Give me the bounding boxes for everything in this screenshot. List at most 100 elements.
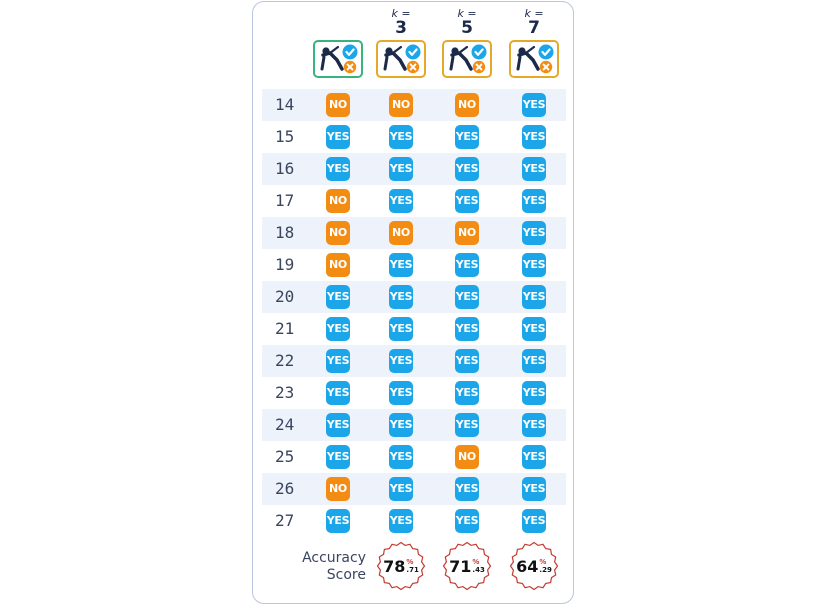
row-number: 24 <box>275 415 295 434</box>
yes-badge: YES <box>522 221 546 245</box>
no-badge: NO <box>326 189 350 213</box>
table-row <box>262 89 566 121</box>
yes-badge: YES <box>522 125 546 149</box>
table-row <box>262 345 566 377</box>
table-row <box>262 121 566 153</box>
yes-badge: YES <box>455 317 479 341</box>
table-row <box>262 473 566 505</box>
model-icon-k7 <box>509 40 559 78</box>
yes-badge: YES <box>522 349 546 373</box>
yes-badge: YES <box>522 93 546 117</box>
row-number: 14 <box>275 95 295 114</box>
accuracy-whole: 78 <box>383 556 406 576</box>
accuracy-value: 71% .43 <box>442 541 492 591</box>
accuracy-seal: 71% .43 <box>442 541 492 591</box>
model-icon-baseline <box>313 40 363 78</box>
row-number: 25 <box>275 447 295 466</box>
yes-badge: YES <box>522 413 546 437</box>
table-row <box>262 153 566 185</box>
yes-badge: YES <box>326 445 350 469</box>
accuracy-fraction: % .43 <box>472 558 484 574</box>
percent-sign: % <box>539 558 547 566</box>
no-badge: NO <box>455 445 479 469</box>
k-value: 7 <box>528 18 540 38</box>
yes-badge: YES <box>389 253 413 277</box>
yes-badge: YES <box>389 477 413 501</box>
no-badge: NO <box>326 253 350 277</box>
yes-badge: YES <box>326 285 350 309</box>
k-value: 5 <box>461 18 473 38</box>
yes-badge: YES <box>455 253 479 277</box>
row-number: 17 <box>275 191 295 210</box>
accuracy-decimal: .29 <box>539 566 552 574</box>
k-header-5: k = 5 <box>443 8 491 37</box>
no-badge: NO <box>455 221 479 245</box>
no-badge: NO <box>326 93 350 117</box>
row-number: 16 <box>275 159 295 178</box>
no-badge: NO <box>389 93 413 117</box>
yes-badge: YES <box>455 477 479 501</box>
accuracy-decimal: .43 <box>472 566 485 574</box>
yes-badge: YES <box>455 509 479 533</box>
yes-badge: YES <box>522 285 546 309</box>
yes-badge: YES <box>455 349 479 373</box>
table-row <box>262 249 566 281</box>
yes-badge: YES <box>389 285 413 309</box>
table-row <box>262 441 566 473</box>
row-number: 20 <box>275 287 295 306</box>
yes-badge: YES <box>522 509 546 533</box>
yes-badge: YES <box>326 413 350 437</box>
table-row <box>262 281 566 313</box>
yes-badge: YES <box>389 157 413 181</box>
yes-badge: YES <box>326 317 350 341</box>
no-badge: NO <box>326 477 350 501</box>
row-number: 21 <box>275 319 295 338</box>
k-label: k = <box>391 7 411 20</box>
yes-badge: YES <box>326 381 350 405</box>
yes-badge: YES <box>389 445 413 469</box>
table-row <box>262 313 566 345</box>
k-label: k = <box>524 7 544 20</box>
k-header-7: k = 7 <box>510 8 558 37</box>
yes-badge: YES <box>389 349 413 373</box>
k-value: 3 <box>395 18 407 38</box>
accuracy-fraction: % .29 <box>539 558 551 574</box>
yes-badge: YES <box>389 509 413 533</box>
yes-badge: YES <box>455 413 479 437</box>
yes-badge: YES <box>522 253 546 277</box>
k-label: k = <box>457 7 477 20</box>
table-row <box>262 217 566 249</box>
row-number: 26 <box>275 479 295 498</box>
model-icon-k3 <box>376 40 426 78</box>
percent-sign: % <box>472 558 480 566</box>
row-number: 19 <box>275 255 295 274</box>
row-number: 18 <box>275 223 295 242</box>
no-badge: NO <box>326 221 350 245</box>
accuracy-value: 78% .71 <box>376 541 426 591</box>
yes-badge: YES <box>522 381 546 405</box>
percent-sign: % <box>406 558 414 566</box>
yes-badge: YES <box>522 445 546 469</box>
table-row <box>262 377 566 409</box>
yes-badge: YES <box>389 189 413 213</box>
row-number: 27 <box>275 511 295 530</box>
accuracy-whole: 64 <box>516 556 539 576</box>
accuracy-fraction: % .71 <box>406 558 418 574</box>
yes-badge: YES <box>455 125 479 149</box>
accuracy-seal: 64% .29 <box>509 541 559 591</box>
yes-badge: YES <box>389 125 413 149</box>
yes-badge: YES <box>326 125 350 149</box>
accuracy-value: 64% .29 <box>509 541 559 591</box>
yes-badge: YES <box>522 189 546 213</box>
yes-badge: YES <box>455 285 479 309</box>
no-badge: NO <box>389 221 413 245</box>
yes-badge: YES <box>455 157 479 181</box>
yes-badge: YES <box>455 189 479 213</box>
accuracy-seal: 78% .71 <box>376 541 426 591</box>
table-row <box>262 185 566 217</box>
accuracy-whole: 71 <box>449 556 472 576</box>
no-badge: NO <box>455 93 479 117</box>
model-icon-k5 <box>442 40 492 78</box>
accuracy-score-label: Accuracy Score <box>302 550 366 583</box>
yes-badge: YES <box>522 477 546 501</box>
